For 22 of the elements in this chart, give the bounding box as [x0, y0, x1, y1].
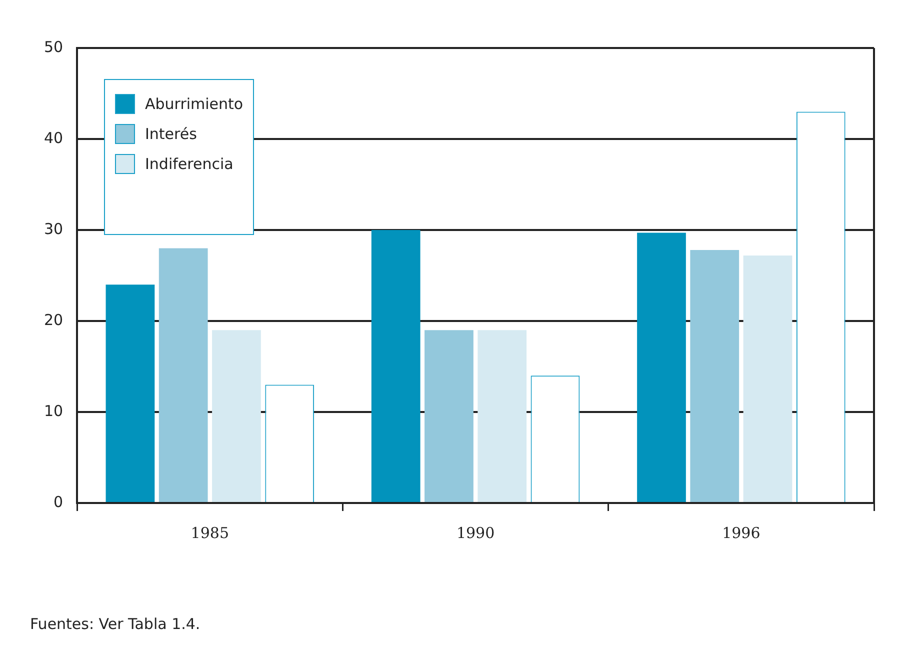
- bar: [371, 230, 420, 502]
- legend-label: Aburrimiento: [145, 95, 244, 113]
- bar: [212, 330, 261, 502]
- bar: [158, 248, 208, 502]
- y-tick-label: 40: [44, 128, 64, 147]
- y-tick-label: 10: [44, 402, 64, 420]
- bar: [637, 232, 686, 502]
- source-note: Fuentes: Ver Tabla 1.4.: [30, 614, 200, 633]
- x-tick-label: 1990: [456, 524, 495, 542]
- bar: [478, 330, 527, 502]
- y-tick-label: 50: [44, 38, 64, 56]
- bar: [690, 250, 740, 502]
- x-tick-label: 1996: [722, 524, 760, 542]
- bar: [424, 330, 474, 502]
- legend-label: Indiferencia: [145, 155, 234, 173]
- legend-label: Interés: [145, 125, 197, 143]
- bar: [106, 284, 155, 502]
- x-tick-label: 1985: [190, 524, 229, 542]
- y-tick-label: 30: [44, 220, 64, 238]
- y-tick-label: 20: [44, 310, 64, 329]
- bar: [743, 255, 792, 502]
- y-tick-label: 0: [54, 492, 64, 511]
